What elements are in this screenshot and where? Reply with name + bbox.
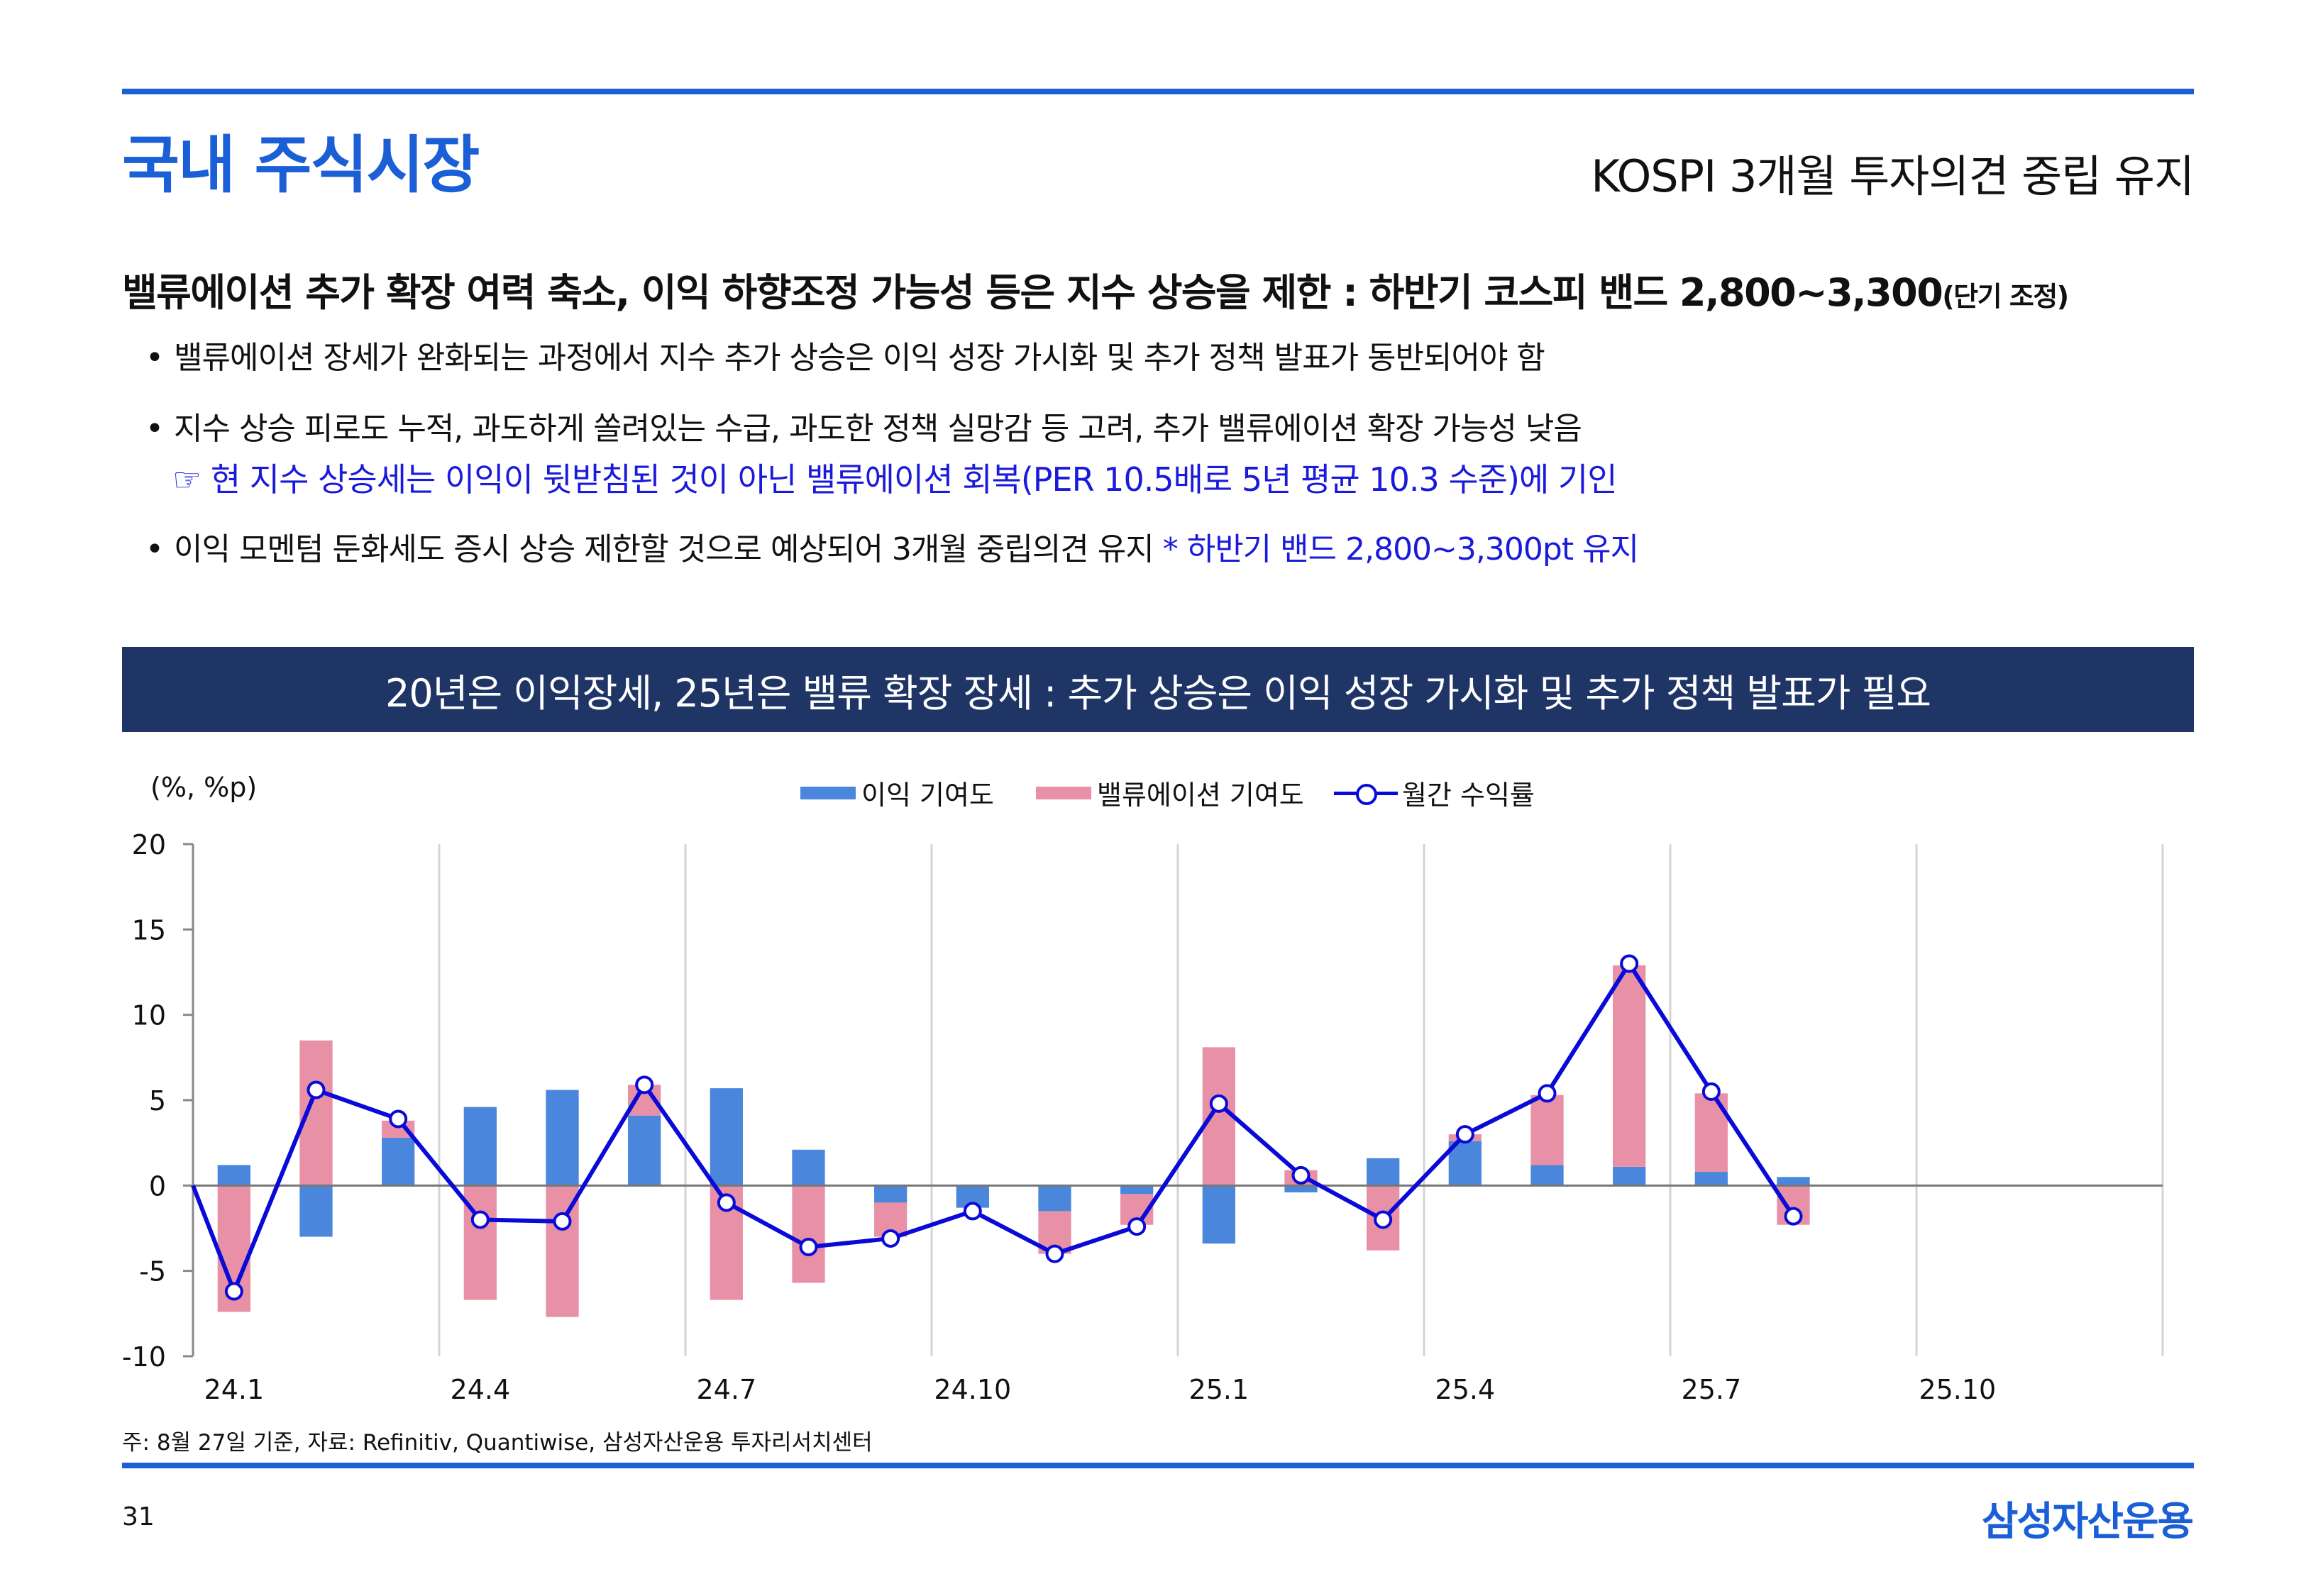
earnings-bar <box>874 1185 907 1203</box>
y-tick-label: -10 <box>122 1341 166 1373</box>
return-point <box>1538 1084 1557 1103</box>
return-point <box>1045 1244 1064 1263</box>
return-point <box>1455 1125 1474 1144</box>
bullet-2-sub: ☞ 현 지수 상승세는 이익이 뒷받침된 것이 아닌 밸류에이션 회복(PER … <box>172 460 1618 499</box>
earnings-bar <box>299 1185 333 1237</box>
return-point <box>963 1202 982 1221</box>
legend-label-earnings: 이익 기여도 <box>861 780 994 811</box>
earnings-bar <box>1284 1185 1318 1192</box>
x-tick-label: 25.1 <box>1189 1374 1249 1405</box>
earnings-bar <box>1038 1185 1071 1212</box>
legend-line-marker <box>1334 782 1398 805</box>
top-rule <box>122 89 2194 94</box>
x-tick-label: 24.7 <box>697 1374 757 1405</box>
bullet-highlight: * 하반기 밴드 2,800~3,300pt 유지 <box>1162 531 1639 567</box>
return-point <box>1784 1207 1803 1226</box>
y-unit-label: (%, %p) <box>150 772 258 803</box>
earnings-bar <box>1120 1185 1154 1195</box>
y-tick-label: -5 <box>139 1256 166 1287</box>
page-title: 국내 주식시장 <box>122 128 480 201</box>
legend-swatch-valuation <box>1036 786 1091 799</box>
legend-label-return: 월간 수익률 <box>1402 780 1535 811</box>
valuation-bar <box>1694 1093 1728 1173</box>
return-point <box>1127 1217 1147 1236</box>
y-tick-label: 15 <box>132 914 166 946</box>
x-tick-label: 24.4 <box>451 1374 511 1405</box>
headline-text: 밸류에이션 추가 확장 여력 축소, 이익 하향조정 가능성 등은 지수 상승을… <box>122 270 1943 315</box>
earnings-bar <box>1530 1165 1564 1186</box>
earnings-bar <box>382 1137 415 1186</box>
return-point <box>1701 1082 1721 1101</box>
earnings-bar <box>710 1088 743 1186</box>
y-tick-label: 5 <box>149 1085 166 1116</box>
earnings-bar <box>1202 1185 1235 1244</box>
return-point <box>553 1212 572 1231</box>
return-point <box>799 1237 818 1256</box>
return-point <box>1374 1210 1393 1229</box>
x-tick-label: 25.7 <box>1682 1374 1742 1405</box>
bottom-rule <box>122 1463 2194 1468</box>
bullet-dot: • <box>145 531 164 567</box>
earnings-bar <box>1367 1158 1400 1186</box>
return-point <box>1291 1165 1311 1185</box>
return-point <box>224 1282 243 1301</box>
bullet-text: 밸류에이션 장세가 완화되는 과정에서 지수 추가 상승은 이익 성장 가시화 … <box>174 340 1545 376</box>
bullet-3: • 이익 모멘텀 둔화세도 증시 상승 제한할 것으로 예상되어 3개월 중립의견… <box>145 523 1639 569</box>
bullet-dot: • <box>145 340 164 376</box>
earnings-bar <box>792 1149 825 1186</box>
x-tick-label: 25.4 <box>1435 1374 1496 1405</box>
legend-earnings: 이익 기여도 <box>800 773 994 812</box>
return-point <box>307 1080 326 1099</box>
earnings-bar <box>628 1115 661 1186</box>
page-subtitle: KOSPI 3개월 투자의견 중립 유지 <box>1591 150 2195 202</box>
headline-note: (단기 조정) <box>1942 281 2069 312</box>
footnote: 주: 8월 27일 기준, 자료: Refinitiv, Quantiwise,… <box>122 1430 873 1456</box>
return-point <box>881 1229 900 1248</box>
valuation-bar <box>546 1185 579 1317</box>
x-tick-label: 24.1 <box>204 1374 265 1405</box>
earnings-bar <box>1694 1172 1728 1186</box>
return-point <box>717 1193 736 1212</box>
contribution-chart: -10 -5 0 5 10 15 20 24.1 24.4 24.7 24.10 25.1 25.4 25… <box>122 829 2164 1405</box>
bullet-text: 지수 상승 피로도 누적, 과도하게 쏠려있는 수급, 과도한 정책 실망감 등… <box>174 411 1582 447</box>
valuation-bar <box>792 1185 825 1283</box>
y-tick-label: 20 <box>132 829 166 860</box>
bullet-1: • 밸류에이션 장세가 완화되는 과정에서 지수 추가 상승은 이익 성장 가시화… <box>145 332 1545 377</box>
earnings-bar <box>546 1090 579 1186</box>
bullet-text: 이익 모멘텀 둔화세도 증시 상승 제한할 것으로 예상되어 3개월 중립의견 … <box>174 531 1163 567</box>
legend-return: 월간 수익률 <box>1334 773 1535 812</box>
chart-banner: 20년은 이익장세, 25년은 밸류 확장 장세 : 추가 상승은 이익 성장 … <box>122 647 2194 732</box>
headline: 밸류에이션 추가 확장 여력 축소, 이익 하향조정 가능성 등은 지수 상승을… <box>122 261 2069 317</box>
earnings-bar <box>217 1165 250 1186</box>
valuation-bar <box>1613 965 1646 1167</box>
legend-label-valuation: 밸류에이션 기여도 <box>1097 780 1304 811</box>
bullet-2: • 지수 상승 피로도 누적, 과도하게 쏠려있는 수급, 과도한 정책 실망감 … <box>145 403 1582 448</box>
return-point <box>1209 1094 1228 1113</box>
x-tick-label: 24.10 <box>934 1374 1011 1405</box>
return-point <box>470 1210 490 1229</box>
legend-valuation: 밸류에이션 기여도 <box>1036 773 1304 812</box>
x-tick-label: 25.10 <box>1919 1374 1996 1405</box>
earnings-bar <box>1613 1166 1646 1186</box>
bullet-dot: • <box>145 411 164 447</box>
earnings-bar <box>463 1107 497 1186</box>
return-point <box>389 1109 408 1129</box>
valuation-bar <box>1530 1095 1564 1165</box>
legend-swatch-earnings <box>800 786 856 799</box>
return-point <box>1620 954 1639 973</box>
y-tick-label: 10 <box>132 1000 166 1031</box>
return-point <box>635 1075 654 1095</box>
page-number: 31 <box>122 1502 155 1531</box>
company-logo: 삼성자산운용 <box>1981 1499 2194 1545</box>
y-tick-label: 0 <box>149 1170 166 1202</box>
earnings-bar <box>1777 1177 1810 1186</box>
